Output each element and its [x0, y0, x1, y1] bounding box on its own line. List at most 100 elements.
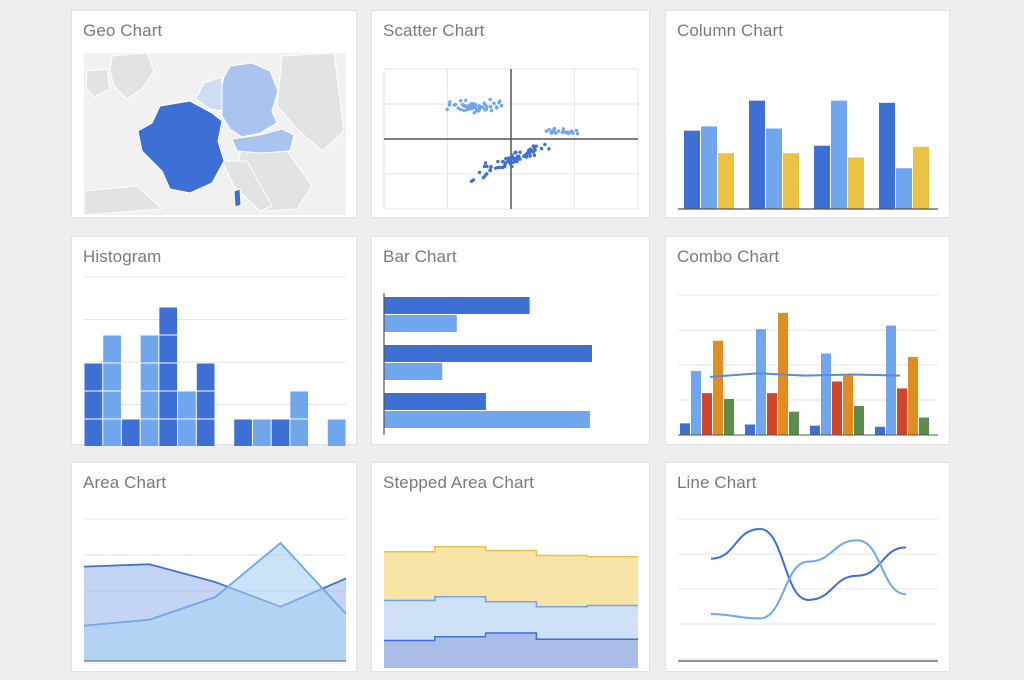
area-line	[83, 541, 347, 627]
scatter-point	[456, 106, 460, 110]
combo-chart-card[interactable]: Combo Chart	[665, 236, 950, 445]
map-region-france	[137, 100, 225, 194]
histogram-chart[interactable]	[72, 237, 358, 446]
scatter-point	[556, 129, 561, 133]
bar-chart-card[interactable]: Bar Chart	[371, 236, 650, 445]
horizontal-bar	[384, 345, 592, 362]
scatter-point	[501, 160, 505, 164]
scatter-point	[485, 164, 489, 169]
scatter-point	[534, 144, 538, 148]
histogram-block	[159, 335, 178, 363]
scatter-point	[453, 102, 458, 107]
scatter-point	[532, 153, 537, 157]
area-chart-card[interactable]: Area Chart	[71, 462, 357, 672]
column-chart[interactable]	[666, 11, 951, 219]
line-chart[interactable]	[666, 463, 951, 673]
scatter-chart-card[interactable]: Scatter Chart	[371, 10, 650, 218]
histogram-block	[103, 335, 121, 363]
scatter-point	[495, 106, 499, 110]
scatter-point	[492, 101, 496, 106]
horizontal-bar	[384, 411, 590, 428]
scatter-point	[551, 128, 555, 133]
column-bar	[913, 146, 929, 209]
card-title: Geo Chart	[83, 21, 163, 40]
histogram-card[interactable]: Histogram	[71, 236, 358, 446]
scatter-point	[445, 107, 449, 112]
scatter-point	[549, 131, 553, 135]
scatter-point	[563, 130, 568, 135]
scatter-point	[472, 111, 476, 115]
histogram-block	[84, 419, 103, 446]
bar-chart[interactable]	[372, 237, 651, 446]
histogram-block	[103, 419, 121, 446]
column-bar	[718, 153, 734, 209]
histogram-block	[290, 391, 309, 419]
column-bar	[701, 126, 717, 209]
column-bar	[814, 145, 830, 209]
card-title: Scatter Chart	[383, 21, 485, 40]
histogram-block	[178, 419, 196, 446]
scatter-point	[513, 150, 517, 155]
scatter-point	[524, 154, 529, 159]
combo-bar	[680, 423, 690, 435]
stepped-area-fill	[384, 633, 638, 668]
scatter-point	[480, 105, 485, 110]
combo-line	[709, 372, 901, 378]
histogram-block	[196, 391, 215, 419]
combo-bar	[713, 340, 723, 435]
combo-bar	[832, 381, 842, 435]
histogram-block	[84, 363, 103, 391]
scatter-point	[522, 154, 526, 158]
histogram-block	[140, 419, 159, 446]
histogram-block	[159, 307, 178, 335]
scatter-point	[485, 105, 489, 109]
histogram-block	[140, 391, 159, 419]
scatter-point	[474, 106, 478, 110]
scatter-point	[458, 107, 463, 112]
stepped-area-chart-card[interactable]: Stepped Area Chart	[371, 462, 650, 672]
geo-chart-card[interactable]: Geo Chart	[71, 10, 357, 218]
histogram-block	[103, 391, 121, 419]
column-chart-card[interactable]: Column Chart	[665, 10, 950, 218]
card-title: Combo Chart	[677, 247, 780, 266]
combo-bar	[821, 353, 831, 435]
combo-bar	[691, 371, 701, 435]
histogram-block	[271, 419, 290, 446]
stepped-area-line	[384, 596, 638, 608]
column-bar	[896, 168, 912, 209]
line-chart-card[interactable]: Line Chart	[665, 462, 950, 672]
map-region-benelux	[195, 76, 223, 112]
scatter-point	[526, 150, 531, 154]
area-fill	[84, 543, 346, 661]
map-land-ireland	[85, 68, 111, 98]
scatter-chart[interactable]	[372, 11, 651, 219]
scatter-point	[504, 157, 508, 161]
scatter-point	[483, 161, 488, 165]
stepped-area-line	[384, 632, 638, 642]
column-bar	[848, 157, 864, 209]
card-title: Bar Chart	[383, 247, 457, 266]
scatter-point	[459, 99, 463, 103]
scatter-point	[531, 150, 536, 154]
horizontal-bar	[384, 315, 457, 332]
combo-bar	[843, 375, 853, 435]
scatter-point	[497, 101, 501, 105]
area-chart[interactable]	[72, 463, 358, 673]
column-bar	[749, 100, 765, 209]
horizontal-bar	[384, 363, 443, 380]
histogram-block	[290, 419, 309, 446]
column-bar	[831, 100, 847, 209]
combo-chart[interactable]	[666, 237, 951, 446]
scatter-point	[482, 101, 486, 105]
histogram-block	[196, 419, 215, 446]
scatter-point	[489, 108, 494, 113]
stepped-area-chart[interactable]	[372, 463, 651, 673]
combo-bar	[854, 405, 864, 435]
geo-chart[interactable]	[72, 11, 358, 219]
combo-bar	[919, 417, 929, 435]
scatter-point	[510, 164, 514, 169]
card-title: Stepped Area Chart	[383, 473, 535, 492]
scatter-point	[575, 132, 580, 136]
combo-bar	[767, 393, 777, 435]
column-bar	[879, 102, 895, 209]
